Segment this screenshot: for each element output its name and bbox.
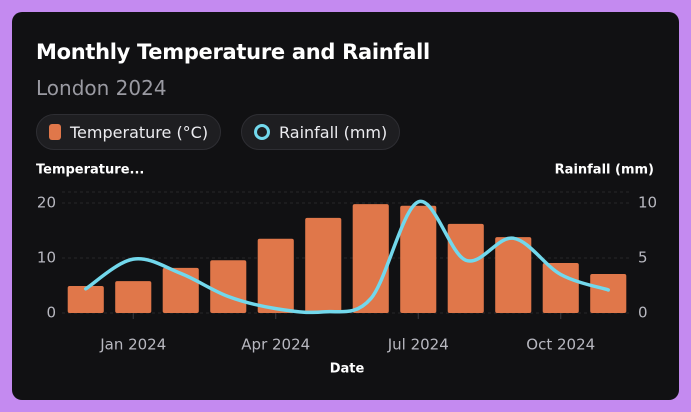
legend-item[interactable]: Temperature (°C) (36, 114, 222, 150)
chart-subtitle: London 2024 (36, 76, 167, 100)
y-axis-title: Temperature... (36, 163, 144, 178)
y-tick-label: 10 (37, 249, 56, 267)
x-tick-label: Oct 2024 (526, 336, 595, 354)
bar (447, 223, 484, 313)
bar (67, 286, 104, 313)
legend-swatch (254, 124, 270, 140)
x-tick-label: Jul 2024 (387, 336, 449, 354)
legend-label: Rainfall (mm) (279, 122, 388, 142)
y-tick-label: 20 (37, 194, 56, 212)
y2-axis-title: Rainfall (mm) (555, 163, 654, 178)
bar (542, 262, 579, 313)
y2-tick-label: 5 (638, 249, 648, 267)
y-tick-label: 0 (46, 304, 56, 322)
card: Monthly Temperature and Rainfall London … (12, 12, 679, 400)
bar (257, 238, 294, 313)
bar (590, 273, 627, 313)
legend-item[interactable]: Rainfall (mm) (241, 114, 401, 150)
chart-title: Monthly Temperature and Rainfall (36, 40, 430, 64)
y2-tick-label: 10 (638, 194, 657, 212)
x-tick-label: Jan 2024 (99, 336, 166, 354)
legend-label: Temperature (°C) (70, 122, 209, 142)
bar (495, 237, 532, 313)
x-tick-label: Apr 2024 (241, 336, 310, 354)
bar (115, 281, 152, 313)
legend-swatch (49, 124, 61, 140)
y2-tick-label: 0 (638, 304, 648, 322)
bar (400, 205, 437, 313)
line (84, 200, 610, 315)
bar (305, 217, 342, 313)
bar (210, 260, 247, 313)
x-axis-title: Date (330, 362, 365, 377)
